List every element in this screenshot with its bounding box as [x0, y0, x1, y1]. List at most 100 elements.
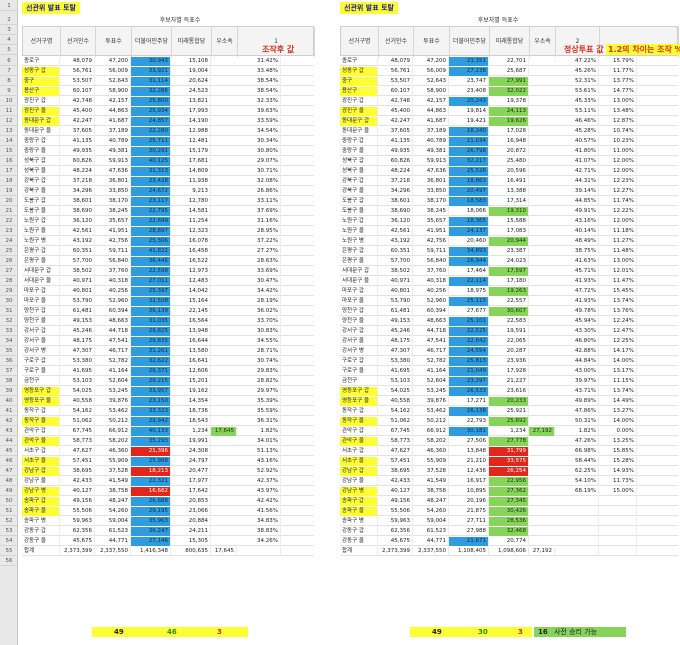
- table-cell: 40,558: [60, 397, 95, 406]
- table-cell: 53,462: [413, 407, 449, 416]
- table-row: 은평구 을 57,700 56,840 28,944 24,023 41.63% 13.00…: [340, 257, 678, 266]
- left-header-votes: 투표수: [96, 27, 132, 57]
- table-cell: 25,397: [131, 287, 171, 296]
- row-number: 37: [0, 367, 18, 376]
- table-cell: 0.00%: [599, 427, 637, 436]
- table-cell: 17,464: [449, 267, 489, 276]
- left-header-extra: 1: [238, 27, 315, 57]
- table-cell: 11.77%: [599, 67, 637, 76]
- row-number: 12: [0, 117, 18, 126]
- table-row: 종로구 48,079 47,200 30,943 15,108 31.42%: [22, 57, 314, 66]
- table-cell: 800,635: [171, 547, 211, 556]
- table-cell: 12.01%: [599, 267, 637, 276]
- table-cell: 노원구 갑: [340, 217, 378, 226]
- table-cell: 22,598: [131, 267, 171, 276]
- table-cell: 17,993: [171, 107, 211, 116]
- table-cell: 1.82%: [237, 427, 281, 436]
- table-cell: 동작구 을: [22, 417, 60, 426]
- table-cell: 종로구: [22, 57, 60, 66]
- table-cell: 20,287: [489, 347, 529, 356]
- table-cell: 양천구 갑: [340, 307, 378, 316]
- table-cell: 59,913: [413, 157, 449, 166]
- table-row: 금천구 53,103 52,604 29,215 15,201 28.82%: [22, 377, 314, 386]
- table-cell: 41.56%: [237, 507, 281, 516]
- table-cell: 종로구: [340, 57, 378, 66]
- table-row: 합계 2,373,399 2,337,550 1,108,405 1,098,606 27…: [340, 547, 678, 556]
- table-cell: 13.76%: [599, 307, 637, 316]
- table-cell: 도봉구 갑: [340, 197, 378, 206]
- table-cell: 11.73%: [599, 477, 637, 486]
- table-cell: [555, 547, 599, 556]
- table-cell: 10.23%: [599, 137, 637, 146]
- table-cell: 52,960: [95, 297, 131, 306]
- row-number: 8: [0, 77, 18, 86]
- table-cell: 구로구 을: [340, 367, 378, 376]
- table-cell: 14.49%: [599, 397, 637, 406]
- table-cell: 33.59%: [237, 117, 281, 126]
- table-cell: 40,789: [95, 137, 131, 146]
- table-cell: 27,988: [449, 527, 489, 536]
- table-cell: 58,773: [60, 437, 95, 446]
- table-cell: 30,291: [131, 147, 171, 156]
- table-row: 중랑구 을 49,935 49,381 30,291 15,179 30.80%: [22, 147, 314, 156]
- table-cell: 42,748: [60, 97, 95, 106]
- table-cell: 29,195: [131, 507, 171, 516]
- table-cell: 서대문구 을: [22, 277, 60, 286]
- table-cell: 53,790: [60, 297, 95, 306]
- table-cell: 37.22%: [237, 237, 281, 246]
- table-cell: 동대문구 을: [340, 127, 378, 136]
- table-cell: 42.71%: [555, 167, 599, 176]
- table-cell: 25,921: [489, 407, 529, 416]
- table-cell: 60,107: [60, 87, 95, 96]
- table-row: 강동구 을 45,675 44,771 27,146 15,305 34.26%: [22, 537, 314, 546]
- table-cell: 노원구 갑: [22, 217, 60, 226]
- table-cell: 40,801: [378, 287, 413, 296]
- left-header-indep: 우소속: [212, 27, 238, 57]
- table-cell: 49,381: [95, 147, 131, 156]
- table-cell: 55,506: [378, 507, 413, 516]
- table-cell: 37,605: [378, 127, 413, 136]
- table-cell: 56,761: [378, 67, 413, 76]
- table-row: 강북구 을 34,296 33,850 20,497 13,388 39.14% 12.27…: [340, 187, 678, 196]
- table-cell: 40,318: [413, 277, 449, 286]
- table-cell: 10.74%: [599, 127, 637, 136]
- table-cell: 25,687: [489, 67, 529, 76]
- table-cell: 60,826: [60, 157, 95, 166]
- table-cell: 12.25%: [599, 337, 637, 346]
- table-cell: 35.59%: [237, 407, 281, 416]
- table-cell: 11.47%: [599, 277, 637, 286]
- row-number: 24: [0, 237, 18, 246]
- table-cell: 38,601: [60, 197, 95, 206]
- table-cell: 59,913: [95, 157, 131, 166]
- table-row: 구로구 을 41,695 41,164 21,049 17,928 43.00% 13.17…: [340, 367, 678, 376]
- table-cell: 17,180: [489, 277, 529, 286]
- table-cell: 30.83%: [237, 327, 281, 336]
- row-number: 21: [0, 207, 18, 216]
- table-cell: 27,362: [489, 487, 529, 496]
- table-cell: 44.85%: [555, 197, 599, 206]
- table-cell: 강북구 을: [340, 187, 378, 196]
- table-cell: 33.70%: [237, 317, 281, 326]
- table-cell: 39.97%: [555, 377, 599, 386]
- table-cell: 22,956: [489, 477, 529, 486]
- table-cell: 16,644: [171, 337, 211, 346]
- table-cell: 15.85%: [599, 447, 637, 456]
- table-cell: 57,451: [378, 457, 413, 466]
- table-cell: 23,351: [449, 57, 489, 66]
- table-row: 강남구 병 40,127 38,758 16,662 17,642 43.97%: [22, 487, 314, 496]
- table-cell: 40.57%: [555, 137, 599, 146]
- table-cell: 금천구: [340, 377, 378, 386]
- right-title: 선관위 발표 토탈: [340, 2, 398, 14]
- table-cell: 52,604: [95, 377, 131, 386]
- table-cell: 마포구 갑: [340, 287, 378, 296]
- table-cell: 38.54%: [237, 77, 281, 86]
- table-row: 송파구 을 55,506 54,260 21,875 30,426: [340, 507, 678, 516]
- table-cell: 14,354: [171, 397, 211, 406]
- table-cell: 중랑구 갑: [340, 137, 378, 146]
- table-cell: 23,117: [131, 197, 171, 206]
- row-number: 27: [0, 267, 18, 276]
- table-row: 동작구 갑 54,162 53,462 33,323 18,736 35.59%: [22, 407, 314, 416]
- table-cell: 노원구 병: [22, 237, 60, 246]
- table-cell: 영등포구 을: [340, 397, 378, 406]
- table-cell: 37,189: [413, 127, 449, 136]
